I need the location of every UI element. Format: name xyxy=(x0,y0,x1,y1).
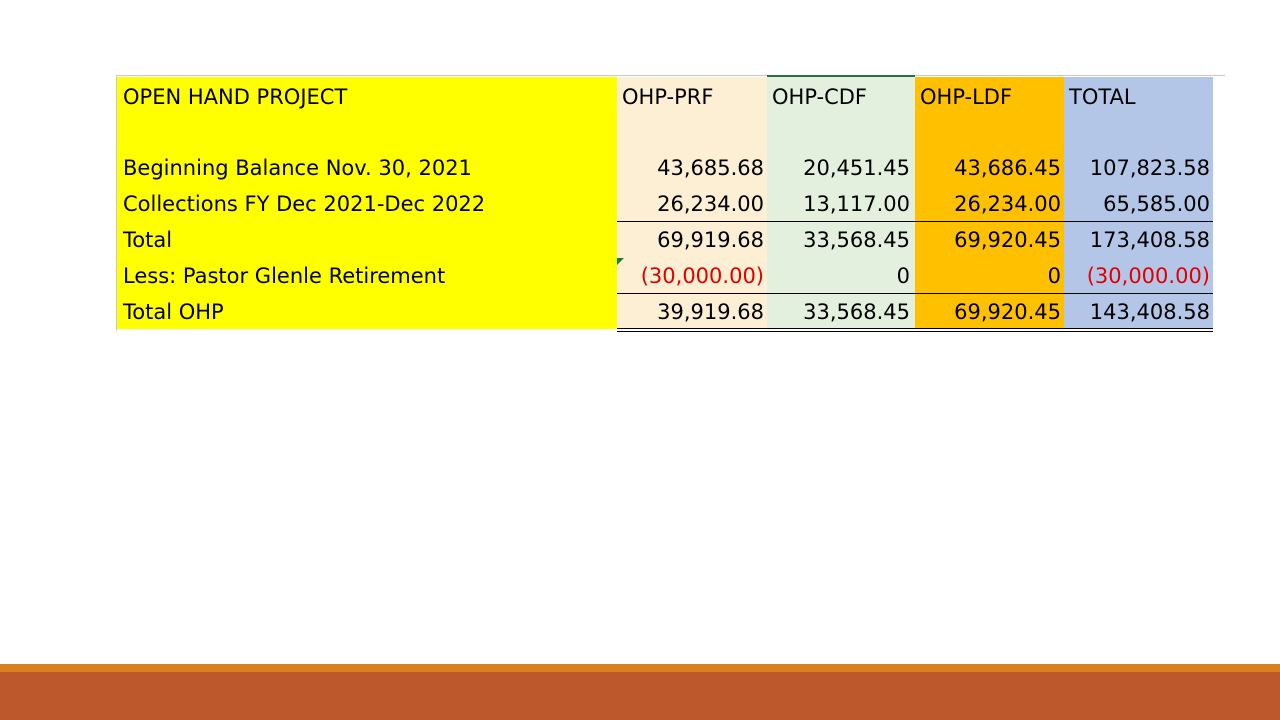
cell-value: 13,117.00 xyxy=(803,192,910,216)
cell-value-negative: (30,000.00) xyxy=(1086,264,1210,288)
grid-top-border xyxy=(117,75,1225,76)
cell-value: 0 xyxy=(1047,264,1061,288)
cell-value: 173,408.58 xyxy=(1089,228,1210,252)
footer-accent-stripe xyxy=(0,664,1280,672)
cell-value: 26,234.00 xyxy=(657,192,764,216)
cell-value: 69,920.45 xyxy=(954,228,1061,252)
row-label-collections: Collections FY Dec 2021-Dec 2022 xyxy=(123,192,486,216)
row-label-beginning-balance: Beginning Balance Nov. 30, 2021 xyxy=(123,156,472,180)
column-header-cdf: OHP-CDF xyxy=(772,85,868,109)
cell-error-indicator xyxy=(617,258,624,265)
cdf-column-fill xyxy=(767,77,915,329)
cell-value: 65,585.00 xyxy=(1103,192,1210,216)
cell-value: 26,234.00 xyxy=(954,192,1061,216)
total-rule xyxy=(617,293,1213,294)
cell-value: 69,920.45 xyxy=(954,300,1061,324)
cell-value: 39,919.68 xyxy=(657,300,764,324)
table-title: OPEN HAND PROJECT xyxy=(123,85,348,109)
cell-value: 143,408.58 xyxy=(1089,300,1210,324)
footer-bar xyxy=(0,672,1280,720)
spreadsheet-table: OPEN HAND PROJECT OHP-PRF OHP-CDF OHP-LD… xyxy=(116,75,1225,332)
cell-value: 20,451.45 xyxy=(803,156,910,180)
cell-value: 43,685.68 xyxy=(657,156,764,180)
label-column-fill xyxy=(117,77,617,329)
cell-value: 0 xyxy=(896,264,910,288)
row-label-total-ohp: Total OHP xyxy=(123,300,224,324)
total-column-fill xyxy=(1064,77,1213,329)
row-label-total: Total xyxy=(123,228,173,252)
cell-value: 107,823.58 xyxy=(1089,156,1210,180)
double-underline-bottom xyxy=(617,331,1213,332)
cell-value: 33,568.45 xyxy=(803,228,910,252)
cell-value: 69,919.68 xyxy=(657,228,764,252)
cell-value-negative: (30,000.00) xyxy=(640,264,764,288)
column-header-prf: OHP-PRF xyxy=(622,85,714,109)
row-label-retirement: Less: Pastor Glenle Retirement xyxy=(123,264,446,288)
ldf-column-fill xyxy=(915,77,1064,329)
selected-cell-border xyxy=(767,75,915,77)
cell-value: 33,568.45 xyxy=(803,300,910,324)
prf-column-fill xyxy=(617,77,767,329)
subtotal-rule xyxy=(617,221,1213,222)
column-header-ldf: OHP-LDF xyxy=(920,85,1013,109)
double-underline-top xyxy=(617,328,1213,329)
column-header-total: TOTAL xyxy=(1069,85,1136,109)
cell-value: 43,686.45 xyxy=(954,156,1061,180)
grid-left-border xyxy=(116,75,117,331)
